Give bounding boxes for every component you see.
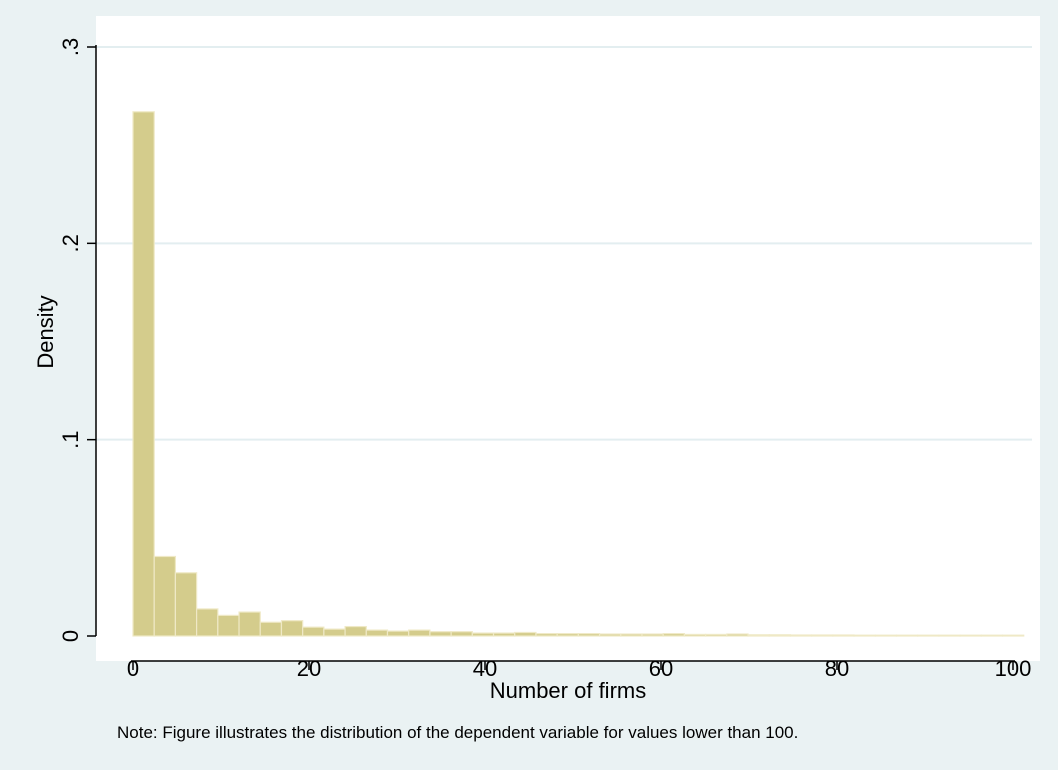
- histogram-bar-20: [556, 633, 579, 637]
- histogram-bar-31: [789, 634, 813, 637]
- grid-lines: [96, 46, 1032, 441]
- histogram-bar-11: [365, 629, 389, 637]
- histogram-bar-34: [853, 634, 876, 637]
- histogram-bar-3: [196, 608, 219, 637]
- y-tick-label-0: 0: [58, 630, 83, 642]
- histogram-bar-1: [153, 555, 177, 637]
- histogram-bar-6: [259, 621, 283, 637]
- histogram-bar-14: [429, 631, 452, 637]
- bars: [132, 111, 1025, 637]
- histogram-bar-12: [386, 630, 410, 637]
- histogram-bar-18: [514, 631, 537, 637]
- plot-area: [96, 16, 1040, 661]
- histogram-bar-30: [768, 634, 792, 637]
- y-tick-label-2: .2: [58, 234, 83, 252]
- histogram-bar-19: [535, 633, 558, 637]
- histogram-bar-9: [323, 628, 346, 637]
- histogram-bar-25: [662, 633, 686, 637]
- x-tick-label-4: 80: [825, 656, 849, 681]
- histogram-bar-16: [471, 632, 495, 637]
- histogram-bar-4: [217, 614, 240, 637]
- histogram-bar-29: [747, 634, 770, 637]
- histogram-bar-2: [174, 572, 198, 637]
- y-axis-title: Density: [33, 295, 58, 368]
- y-tick-label-1: .1: [58, 430, 83, 448]
- histogram-bar-21: [577, 633, 601, 637]
- histogram-bar-22: [598, 633, 622, 637]
- histogram-bar-24: [641, 633, 664, 637]
- histogram-bar-13: [408, 629, 431, 637]
- histogram-bar-23: [620, 633, 643, 637]
- x-tick-label-1: 20: [297, 656, 321, 681]
- y-tick-label-3: .3: [58, 38, 83, 56]
- histogram-bar-10: [344, 625, 367, 637]
- histogram-bar-26: [683, 633, 707, 637]
- histogram-bar-17: [492, 632, 516, 637]
- x-tick-label-2: 40: [473, 656, 497, 681]
- chart-note: Note: Figure illustrates the distributio…: [117, 723, 798, 742]
- histogram-bar-8: [302, 626, 325, 637]
- histogram-bar-37: [917, 634, 940, 637]
- histogram-bar-40: [980, 634, 1004, 637]
- x-tick-label-0: 0: [127, 656, 139, 681]
- histogram-bar-0: [132, 111, 155, 637]
- axes: [95, 45, 1015, 662]
- x-tick-label-5: 100: [995, 656, 1032, 681]
- histogram-bar-28: [726, 633, 749, 637]
- histogram-bar-7: [280, 620, 304, 637]
- histogram-bar-36: [895, 634, 919, 637]
- histogram-bar-35: [874, 634, 898, 637]
- x-axis-title: Number of firms: [490, 678, 646, 703]
- histogram-bar-39: [959, 634, 982, 637]
- x-tick-label-3: 60: [649, 656, 673, 681]
- histogram-bar-32: [811, 634, 834, 637]
- y-ticks: 0 .1 .2 .3: [58, 38, 96, 642]
- histogram-bar-27: [705, 633, 728, 637]
- x-ticks: 0 20 40 60 80 100: [127, 656, 1031, 681]
- histogram-bar-41: [1001, 634, 1025, 637]
- histogram-bar-38: [938, 634, 961, 637]
- histogram-bar-5: [238, 611, 261, 637]
- histogram-bar-15: [450, 631, 473, 637]
- histogram-bar-33: [832, 634, 855, 637]
